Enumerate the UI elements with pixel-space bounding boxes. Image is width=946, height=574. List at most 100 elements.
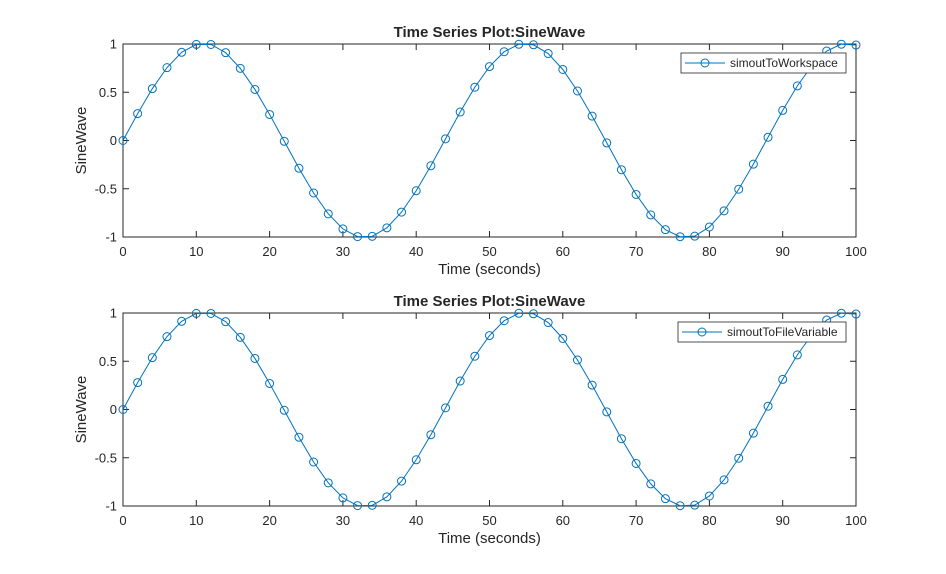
- data-point: [191, 308, 201, 318]
- data-point: [397, 476, 407, 486]
- data-point: [382, 492, 392, 502]
- y-tick-label: -0.5: [95, 181, 117, 196]
- data-point: [470, 82, 480, 92]
- legend-marker-sample: [697, 327, 707, 337]
- data-point: [309, 188, 319, 198]
- data-point: [572, 86, 582, 96]
- data-point: [499, 47, 509, 57]
- data-point: [675, 232, 685, 242]
- data-point: [162, 332, 172, 342]
- x-axis-label: Time (seconds): [438, 530, 541, 547]
- x-tick-label: 40: [409, 513, 423, 528]
- data-point: [235, 63, 245, 73]
- data-point: [162, 63, 172, 73]
- x-tick-label: 90: [775, 513, 789, 528]
- data-point: [133, 378, 143, 388]
- x-tick-label: 10: [189, 513, 203, 528]
- data-point: [514, 39, 524, 49]
- data-point: [118, 136, 128, 145]
- x-tick-label: 100: [845, 244, 867, 259]
- x-tick-label: 0: [119, 513, 126, 528]
- data-point: [646, 210, 656, 220]
- y-axis-label: SineWave: [73, 107, 90, 175]
- data-point: [250, 353, 260, 363]
- data-point: [778, 374, 788, 384]
- data-point: [250, 84, 260, 94]
- data-point: [455, 107, 465, 117]
- data-point: [851, 40, 861, 50]
- x-tick-label: 30: [336, 513, 350, 528]
- data-point: [235, 332, 245, 342]
- data-point: [690, 231, 700, 241]
- x-tick-label: 90: [775, 244, 789, 259]
- data-point: [514, 308, 524, 318]
- data-point: [147, 353, 157, 363]
- data-point: [367, 231, 377, 241]
- legend-box: [680, 52, 847, 74]
- data-point: [265, 109, 275, 119]
- x-tick-label: 50: [482, 244, 496, 259]
- data-point: [309, 457, 319, 467]
- data-point: [147, 84, 157, 94]
- series-line: [122, 312, 857, 507]
- data-point: [631, 189, 641, 199]
- data-point: [836, 308, 846, 318]
- data-point: [279, 405, 289, 415]
- data-point: [763, 132, 773, 142]
- y-tick-label: 1: [110, 37, 117, 52]
- data-point: [294, 432, 304, 442]
- data-point: [441, 403, 451, 413]
- y-tick-label: 1: [110, 306, 117, 321]
- data-point: [528, 40, 538, 50]
- data-point: [704, 222, 714, 232]
- data-point: [426, 161, 436, 171]
- x-axis-label: Time (seconds): [438, 261, 541, 278]
- data-point: [558, 333, 568, 343]
- data-point: [294, 163, 304, 173]
- data-point: [646, 479, 656, 489]
- y-tick-label: -1: [105, 230, 117, 245]
- data-point: [587, 111, 597, 121]
- data-point: [485, 331, 494, 341]
- x-tick-label: 20: [262, 513, 276, 528]
- bottom-axes: 0 10 20 30 40 50 60 70 80 90 100 -1 -0.5 0 0.5 1 Time Se…: [73, 293, 867, 547]
- data-point: [367, 500, 377, 510]
- data-point: [734, 453, 744, 463]
- data-point: [792, 81, 802, 91]
- data-point: [558, 64, 568, 74]
- chart-title: Time Series Plot:SineWave: [394, 293, 586, 310]
- data-point: [455, 376, 465, 386]
- data-point: [660, 225, 670, 235]
- data-point: [338, 493, 348, 503]
- y-tick-label: 0: [110, 133, 117, 148]
- data-point: [177, 47, 187, 57]
- data-point: [748, 428, 758, 438]
- data-point: [133, 109, 143, 119]
- data-point: [572, 355, 582, 365]
- data-point: [265, 378, 275, 388]
- legend-label: simoutToWorkspace: [730, 56, 838, 70]
- data-point: [206, 308, 216, 318]
- legend-box: [677, 321, 847, 343]
- data-point: [323, 209, 333, 219]
- data-point: [221, 48, 231, 58]
- data-point: [470, 351, 480, 361]
- data-point: [660, 494, 670, 504]
- x-tick-label: 100: [845, 513, 867, 528]
- data-point: [631, 458, 641, 468]
- data-point: [543, 49, 553, 59]
- data-point: [792, 350, 802, 360]
- y-tick-label: -1: [105, 499, 117, 514]
- data-point: [719, 206, 729, 216]
- data-point: [675, 501, 685, 511]
- y-axis-label: SineWave: [73, 376, 90, 444]
- data-point: [353, 501, 363, 511]
- data-point: [338, 224, 348, 234]
- x-tick-label: 0: [119, 244, 126, 259]
- data-point: [616, 165, 626, 175]
- data-point: [763, 401, 773, 411]
- x-tick-label: 20: [262, 244, 276, 259]
- top-axes: 0 10 20 30 40 50 60 70 80 90 100 -1 -0.5 0 0.5 1 Time Se…: [73, 24, 867, 278]
- data-point: [602, 138, 612, 148]
